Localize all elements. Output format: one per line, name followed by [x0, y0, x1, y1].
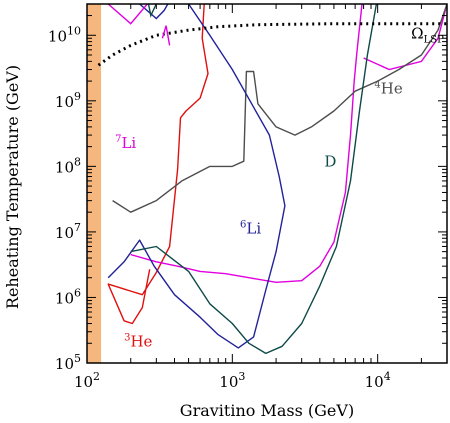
series-label-d: D — [324, 152, 336, 170]
series-line-7li — [130, 4, 363, 283]
contour-fragment-1 — [147, 4, 157, 18]
excluded-band-rect — [87, 4, 102, 363]
curve-labels: 3He 7Li 4He 6Li D ΩLSP — [115, 24, 444, 350]
x-tick-label: 103 — [219, 370, 245, 391]
y-tick-label: 108 — [55, 155, 81, 176]
series-line-d — [130, 4, 378, 355]
curves-layer — [97, 4, 447, 355]
y-tick-label: 107 — [55, 221, 81, 242]
series-label-4he: 4He — [374, 79, 402, 97]
contour-fragment-2 — [107, 4, 148, 25]
plot-frame — [86, 3, 448, 364]
contour-fragment-3 — [161, 25, 171, 46]
x-tick-label: 104 — [365, 370, 391, 391]
y-axis-title: Reheating Temperature (GeV) — [3, 65, 22, 309]
series-line-4he — [112, 4, 447, 213]
x-tick-label: 102 — [74, 370, 100, 391]
series-line-7li-branch — [363, 4, 447, 71]
series-label-6li: 6Li — [240, 219, 261, 237]
y-tick-label: 1010 — [48, 24, 81, 45]
series-line-6li — [107, 4, 286, 349]
x-axis-title: Gravitino Mass (GeV) — [180, 401, 354, 420]
series-label--lsp: ΩLSP — [411, 24, 444, 45]
y-tick-label: 109 — [55, 90, 81, 111]
series-line--lsp — [97, 22, 447, 67]
y-tick-label: 105 — [55, 352, 81, 373]
series-label-7li: 7Li — [115, 134, 136, 152]
y-tick-label: 106 — [55, 286, 81, 307]
series-line-3he — [107, 4, 209, 325]
series-label-3he: 3He — [124, 332, 152, 350]
axis-ticks: 1021031041051051061071081091010 — [48, 3, 448, 391]
excluded-band — [87, 4, 102, 363]
contour-fragment-0 — [139, 4, 169, 20]
